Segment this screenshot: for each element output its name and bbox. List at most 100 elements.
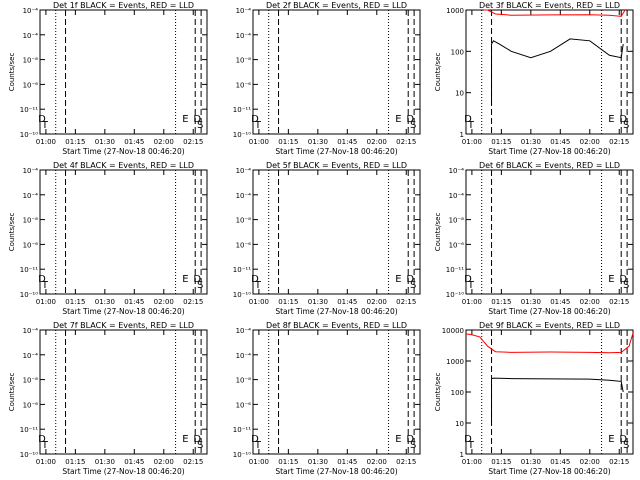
marker-label: D [406, 274, 414, 285]
chart-title: Det 1f BLACK = Events, RED = LLD [53, 1, 194, 10]
marker-label: D [619, 114, 627, 125]
y-tick-label: 10⁻¹¹ [20, 426, 38, 434]
x-tick-label: 02:15 [396, 298, 416, 306]
y-tick-label: 10⁻⁸ [23, 217, 39, 225]
x-tick-label: 01:00 [36, 138, 56, 146]
chart-panel: Det 8f BLACK = Events, RED = LLD 10⁻¹⁰ 10⁻… [233, 321, 421, 476]
marker-label: D [38, 114, 46, 125]
y-tick-label: 1000 [446, 358, 464, 366]
y-tick-label: 10⁻⁸ [236, 217, 252, 225]
x-tick-label: 01:00 [462, 458, 482, 466]
x-tick-label: 01:30 [521, 298, 541, 306]
marker-label: D [406, 114, 414, 125]
marker-label: D [193, 434, 201, 445]
x-tick-label: 02:15 [183, 298, 203, 306]
x-tick-label: 02:00 [580, 458, 600, 466]
x-tick-label: 02:00 [367, 458, 387, 466]
y-tick-label: 10⁻⁴ [236, 7, 252, 15]
y-tick-label: 1 [460, 131, 464, 139]
x-tick-label: 01:45 [337, 298, 357, 306]
x-tick-label: 01:45 [124, 458, 144, 466]
marker-label: T [41, 440, 49, 451]
plot-frame [252, 329, 421, 455]
chart-panel: Det 6f BLACK = Events, RED = LLD 10⁻¹⁰ 10⁻… [434, 161, 634, 316]
marker-label: T [467, 120, 475, 131]
x-axis-label: Start Time (27-Nov-18 00:46:20) [275, 307, 397, 316]
x-tick-label: 01:45 [550, 138, 570, 146]
events-series-line [491, 377, 624, 423]
y-tick-label: 10⁻⁴ [449, 192, 465, 200]
marker-label: S [623, 120, 629, 131]
marker-label: T [254, 280, 262, 291]
marker-label: T [467, 280, 475, 291]
x-tick-label: 02:15 [183, 138, 203, 146]
y-tick-label: 10⁻⁴ [236, 192, 252, 200]
chart-title: Det 2f BLACK = Events, RED = LLD [266, 1, 407, 10]
y-tick-label: 10⁻¹¹ [20, 106, 38, 114]
marker-label: D [193, 114, 201, 125]
chart-panel: Det 9f BLACK = Events, RED = LLD 1 10 100 10… [434, 321, 634, 476]
x-tick-label: 01:15 [491, 138, 511, 146]
x-tick-label: 01:30 [95, 298, 115, 306]
y-tick-label: 100 [451, 48, 464, 56]
y-tick-label: 10⁻¹¹ [233, 426, 251, 434]
y-tick-label: 10⁻¹⁰ [233, 131, 251, 139]
marker-label: D [38, 274, 46, 285]
x-tick-label: 01:45 [550, 298, 570, 306]
plot-frame [39, 329, 208, 455]
y-tick-label: 10⁻⁶ [23, 241, 39, 249]
y-tick-label: 10⁻⁴ [449, 167, 465, 175]
x-tick-label: 01:15 [278, 458, 298, 466]
chart-title: Det 3f BLACK = Events, RED = LLD [479, 1, 620, 10]
marker-label: S [197, 280, 203, 291]
y-axis-label: Counts/sec [8, 53, 16, 92]
plot-frame [39, 169, 208, 295]
y-tick-label: 10⁻⁶ [236, 401, 252, 409]
x-tick-label: 02:00 [154, 298, 174, 306]
x-tick-label: 01:00 [462, 298, 482, 306]
marker-label: T [41, 120, 49, 131]
chart-title: Det 7f BLACK = Events, RED = LLD [53, 321, 194, 330]
x-tick-label: 02:15 [396, 458, 416, 466]
y-tick-label: 10⁻¹⁰ [20, 291, 38, 299]
marker-label: E [182, 274, 188, 285]
marker-label: D [406, 434, 414, 445]
marker-label: E [395, 434, 401, 445]
x-tick-label: 01:30 [521, 138, 541, 146]
plot-frame [465, 9, 634, 135]
chart-panel: Det 5f BLACK = Events, RED = LLD 10⁻¹⁰ 10⁻… [233, 161, 421, 316]
lld-series-line [483, 9, 626, 17]
y-tick-label: 10⁻⁶ [23, 401, 39, 409]
x-tick-label: 01:00 [36, 298, 56, 306]
marker-label: S [623, 280, 629, 291]
y-tick-label: 10⁻⁴ [236, 352, 252, 360]
y-tick-label: 1000 [446, 7, 464, 15]
x-tick-label: 01:00 [249, 298, 269, 306]
x-tick-label: 01:15 [65, 458, 85, 466]
x-tick-label: 01:15 [278, 138, 298, 146]
x-tick-label: 01:30 [308, 138, 328, 146]
y-axis-label: Counts/sec [434, 373, 442, 412]
y-tick-label: 10⁻⁶ [236, 81, 252, 89]
y-tick-label: 1 [460, 451, 464, 459]
y-tick-label: 10⁻⁴ [23, 352, 39, 360]
chart-title: Det 6f BLACK = Events, RED = LLD [479, 161, 620, 170]
x-tick-label: 02:15 [609, 138, 629, 146]
x-tick-label: 01:30 [95, 458, 115, 466]
x-tick-label: 01:00 [462, 138, 482, 146]
marker-label: D [38, 434, 46, 445]
chart-title: Det 5f BLACK = Events, RED = LLD [266, 161, 407, 170]
marker-label: D [251, 274, 259, 285]
marker-label: E [608, 114, 614, 125]
y-tick-label: 10⁻⁸ [449, 217, 465, 225]
y-tick-label: 10⁻⁴ [236, 32, 252, 40]
x-tick-label: 02:15 [609, 458, 629, 466]
x-tick-label: 01:00 [36, 458, 56, 466]
x-axis-label: Start Time (27-Nov-18 00:46:20) [62, 307, 184, 316]
y-tick-label: 10⁻⁴ [23, 167, 39, 175]
y-tick-label: 10⁻⁴ [236, 327, 252, 335]
marker-label: S [197, 440, 203, 451]
y-axis-label: Counts/sec [8, 213, 16, 252]
y-tick-label: 10⁻¹⁰ [233, 291, 251, 299]
